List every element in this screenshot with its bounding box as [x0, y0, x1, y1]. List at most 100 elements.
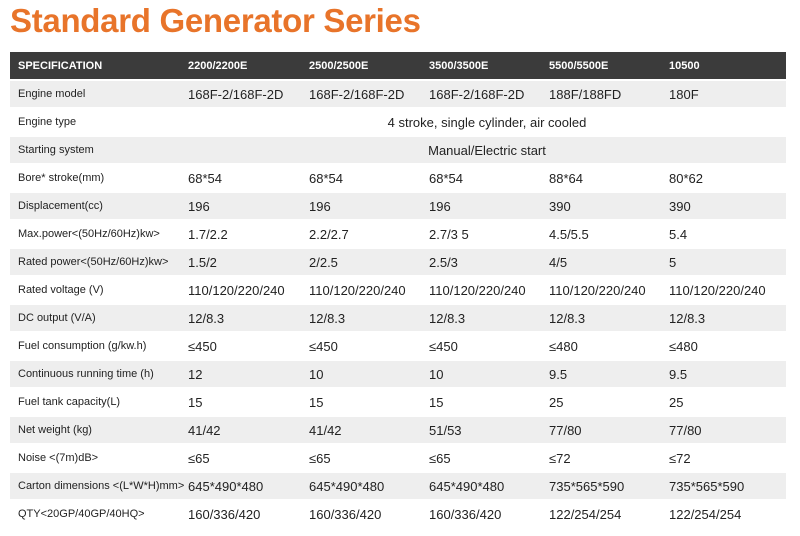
cell: 10	[301, 359, 421, 388]
table-row: Bore* stroke(mm) 68*54 68*54 68*54 88*64 80*6…	[10, 163, 786, 192]
cell: ≤450	[301, 331, 421, 360]
row-label: Fuel consumption (g/kw.h)	[10, 331, 180, 360]
row-label: Engine type	[10, 107, 180, 136]
cell: 735*565*590	[661, 471, 786, 500]
table-row: Starting system Manual/Electric start	[10, 135, 786, 164]
column-header: 2200/2200E	[180, 52, 301, 80]
row-label: DC output (V/A)	[10, 303, 180, 332]
cell: 160/336/420	[180, 499, 301, 527]
cell: 12/8.3	[301, 303, 421, 332]
cell: 168F-2/168F-2D	[301, 79, 421, 108]
cell: 645*490*480	[180, 471, 301, 500]
cell: 110/120/220/240	[301, 275, 421, 304]
cell: 10	[421, 359, 541, 388]
cell: 80*62	[661, 163, 786, 192]
cell: ≤72	[541, 443, 661, 472]
cell: ≤450	[180, 331, 301, 360]
row-label: Engine model	[10, 79, 180, 108]
cell: 122/254/254	[661, 499, 786, 527]
cell: 110/120/220/240	[180, 275, 301, 304]
cell: 4 stroke, single cylinder, air cooled	[180, 107, 786, 136]
cell: 160/336/420	[301, 499, 421, 527]
cell: 390	[661, 191, 786, 220]
row-label: Max.power<(50Hz/60Hz)kw>	[10, 219, 180, 248]
row-label: Rated power<(50Hz/60Hz)kw>	[10, 247, 180, 276]
cell: 2/2.5	[301, 247, 421, 276]
row-label: Rated voltage (V)	[10, 275, 180, 304]
header-row: SPECIFICATION 2200/2200E 2500/2500E 3500/35…	[10, 52, 786, 80]
cell: 645*490*480	[301, 471, 421, 500]
cell: 25	[541, 387, 661, 416]
cell: 196	[180, 191, 301, 220]
table-row: Displacement(cc) 196 196 196 390 390	[10, 191, 786, 220]
cell: 68*54	[180, 163, 301, 192]
table-row: QTY<20GP/40GP/40HQ> 160/336/420 160/336/42…	[10, 499, 786, 527]
cell: Manual/Electric start	[180, 135, 786, 164]
cell: 68*54	[301, 163, 421, 192]
cell: 77/80	[541, 415, 661, 444]
cell: 68*54	[421, 163, 541, 192]
cell: 41/42	[180, 415, 301, 444]
cell: ≤65	[180, 443, 301, 472]
cell: 735*565*590	[541, 471, 661, 500]
row-label: Noise <(7m)dB>	[10, 443, 180, 472]
cell: 196	[301, 191, 421, 220]
cell: 9.5	[661, 359, 786, 388]
cell: 122/254/254	[541, 499, 661, 527]
row-label: Displacement(cc)	[10, 191, 180, 220]
cell: 2.5/3	[421, 247, 541, 276]
cell: 12/8.3	[541, 303, 661, 332]
cell: 9.5	[541, 359, 661, 388]
cell: 1.5/2	[180, 247, 301, 276]
cell: ≤480	[661, 331, 786, 360]
cell: 88*64	[541, 163, 661, 192]
table-row: Engine model 168F-2/168F-2D 168F-2/168F-2D…	[10, 79, 786, 108]
table-row: Max.power<(50Hz/60Hz)kw> 1.7/2.2 2.2/2.7 2.…	[10, 219, 786, 248]
cell: 12/8.3	[661, 303, 786, 332]
cell: 196	[421, 191, 541, 220]
cell: 12	[180, 359, 301, 388]
cell: 5.4	[661, 219, 786, 248]
cell: 188F/188FD	[541, 79, 661, 108]
row-label: Starting system	[10, 135, 180, 164]
row-label: Bore* stroke(mm)	[10, 163, 180, 192]
cell: 15	[421, 387, 541, 416]
table-row: Rated power<(50Hz/60Hz)kw> 1.5/2 2/2.5 2.5/…	[10, 247, 786, 276]
table-row: Engine type 4 stroke, single cylinder, ai…	[10, 107, 786, 136]
cell: 2.2/2.7	[301, 219, 421, 248]
row-label: Fuel tank capacity(L)	[10, 387, 180, 416]
cell: ≤480	[541, 331, 661, 360]
table-row: Net weight (kg) 41/42 41/42 51/53 77/80 77/80	[10, 415, 786, 444]
column-header: 3500/3500E	[421, 52, 541, 80]
cell: 4/5	[541, 247, 661, 276]
row-label: Net weight (kg)	[10, 415, 180, 444]
cell: 168F-2/168F-2D	[421, 79, 541, 108]
cell: ≤65	[301, 443, 421, 472]
row-label: Carton dimensions <(L*W*H)mm>	[10, 471, 184, 500]
cell: ≤65	[421, 443, 541, 472]
column-header: 2500/2500E	[301, 52, 421, 80]
cell: 77/80	[661, 415, 786, 444]
cell: 5	[661, 247, 786, 276]
cell: 4.5/5.5	[541, 219, 661, 248]
cell: ≤450	[421, 331, 541, 360]
cell: 25	[661, 387, 786, 416]
cell: 110/120/220/240	[541, 275, 661, 304]
table-body: Engine model 168F-2/168F-2D 168F-2/168F-2D…	[10, 79, 786, 527]
table-row: Continuous running time (h) 12 10 10 9.5 9.5	[10, 359, 786, 388]
cell: 2.7/3 5	[421, 219, 541, 248]
cell: 15	[180, 387, 301, 416]
cell: 41/42	[301, 415, 421, 444]
column-header: 10500	[661, 52, 786, 80]
table-row: DC output (V/A) 12/8.3 12/8.3 12/8.3 12/8.3 1…	[10, 303, 786, 332]
title: Standard Generator Series	[10, 2, 421, 39]
cell: 51/53	[421, 415, 541, 444]
cell: 110/120/220/240	[661, 275, 786, 304]
column-header: SPECIFICATION	[10, 52, 180, 80]
column-header: 5500/5500E	[541, 52, 661, 80]
cell: 12/8.3	[421, 303, 541, 332]
cell: 180F	[661, 79, 786, 108]
row-label: QTY<20GP/40GP/40HQ>	[10, 499, 180, 527]
cell: 15	[301, 387, 421, 416]
